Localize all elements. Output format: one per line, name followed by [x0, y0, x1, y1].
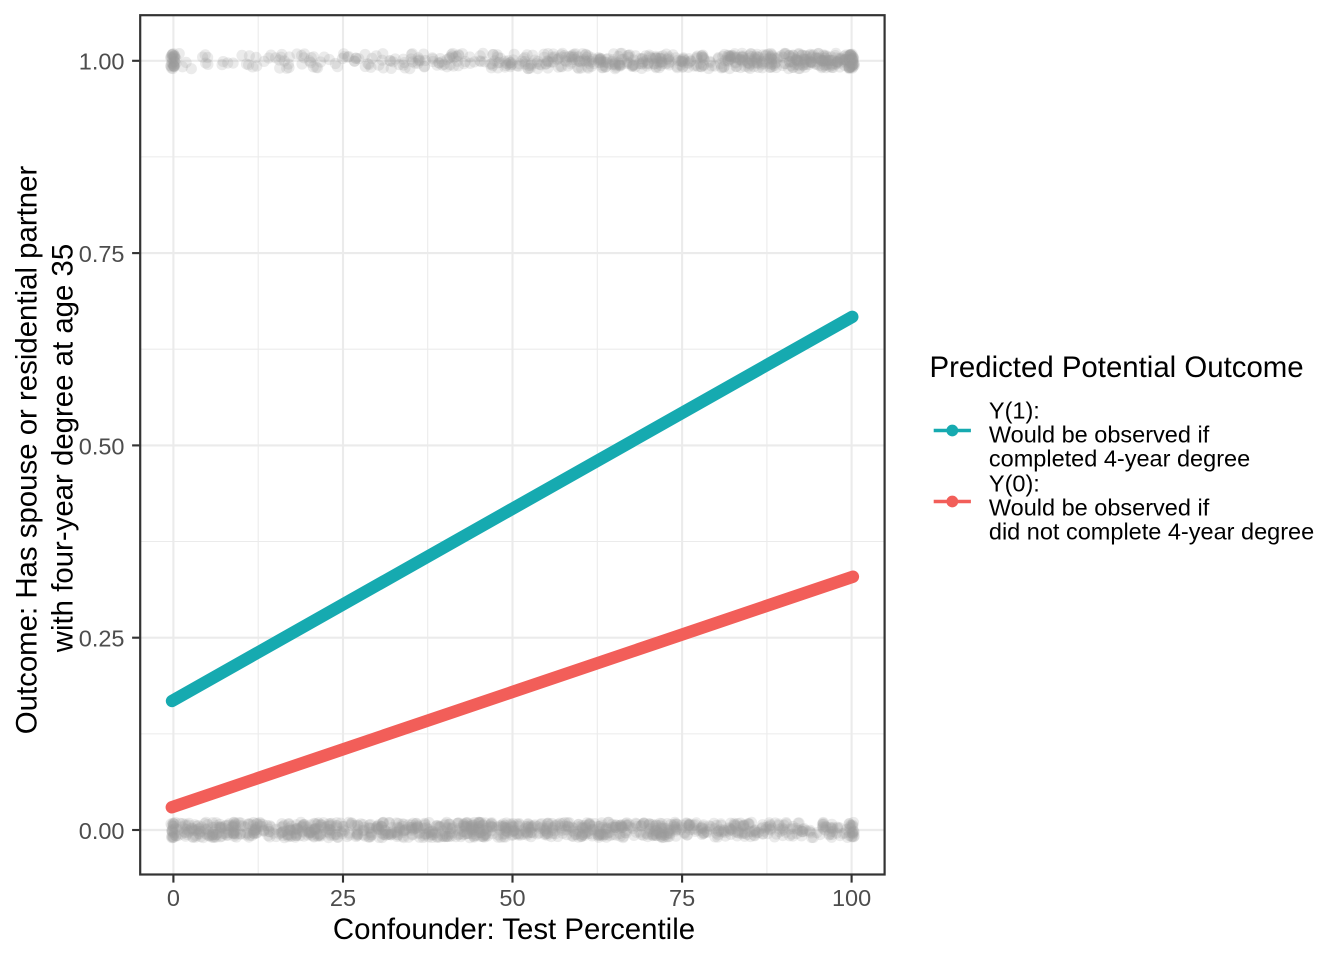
svg-text:1.00: 1.00	[79, 49, 125, 75]
svg-text:with four-year degree at age 3: with four-year degree at age 35	[47, 244, 80, 653]
svg-text:Would be observed if: Would be observed if	[989, 494, 1210, 520]
svg-text:Outcome: Has spouse or residen: Outcome: Has spouse or residential partn…	[10, 166, 43, 735]
svg-text:50: 50	[499, 885, 525, 911]
svg-text:0.00: 0.00	[79, 818, 125, 844]
svg-text:0.25: 0.25	[79, 626, 125, 652]
svg-text:did not complete 4-year degree: did not complete 4-year degree	[989, 518, 1314, 544]
svg-text:Y(1):: Y(1):	[989, 398, 1040, 424]
svg-text:100: 100	[832, 885, 871, 911]
svg-text:Confounder: Test Percentile: Confounder: Test Percentile	[333, 913, 695, 946]
svg-text:Predicted Potential Outcome: Predicted Potential Outcome	[930, 351, 1304, 384]
svg-text:0: 0	[167, 885, 180, 911]
svg-text:0.50: 0.50	[79, 433, 125, 459]
svg-text:completed 4-year degree: completed 4-year degree	[989, 446, 1250, 472]
svg-text:Y(0):: Y(0):	[989, 470, 1040, 496]
svg-text:0.75: 0.75	[79, 241, 125, 267]
svg-text:25: 25	[330, 885, 356, 911]
svg-text:75: 75	[669, 885, 695, 911]
svg-text:Would be observed if: Would be observed if	[989, 422, 1210, 448]
